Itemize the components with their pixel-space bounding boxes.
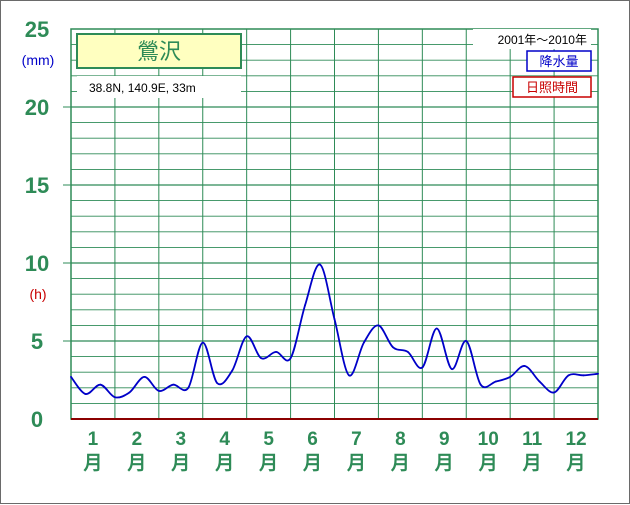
series-point	[128, 391, 131, 394]
series-point	[597, 372, 599, 375]
series-point	[392, 346, 394, 349]
month-suffix-label: 月	[258, 453, 278, 474]
y-unit-precip: (mm)	[22, 52, 55, 68]
month-suffix-label: 月	[390, 453, 410, 474]
series-point	[245, 335, 248, 338]
legend-precip-box	[526, 50, 592, 72]
series-point	[84, 393, 87, 395]
series-point	[333, 318, 336, 321]
series-point	[435, 327, 438, 330]
month-suffix-label: 月	[214, 453, 234, 474]
series-point	[465, 340, 468, 342]
series-point	[494, 380, 497, 383]
chart-title: 鶯沢	[137, 39, 181, 64]
series-point	[553, 391, 555, 394]
series-point	[304, 304, 306, 307]
series-point	[567, 374, 570, 377]
month-suffix-label: 月	[346, 453, 366, 474]
month-number-label: 5	[263, 429, 274, 450]
month-suffix-label: 月	[82, 453, 102, 474]
month-number-label: 6	[307, 429, 318, 450]
month-suffix-label: 月	[170, 453, 190, 474]
series-point	[377, 324, 380, 327]
series-point	[157, 390, 160, 392]
coords-bg	[77, 76, 241, 98]
month-number-label: 3	[176, 429, 187, 450]
series-point	[114, 396, 116, 399]
month-suffix-label: 月	[478, 453, 498, 474]
series-point	[363, 341, 365, 344]
y-tick-label: 10	[25, 251, 49, 276]
series-point	[99, 383, 102, 386]
month-suffix-label: 月	[302, 453, 322, 474]
series-point	[479, 383, 482, 386]
period-label: 2001年〜2010年	[498, 33, 587, 47]
month-number-label: 12	[565, 429, 586, 450]
series-point	[450, 368, 453, 370]
series-point	[348, 374, 350, 377]
month-suffix-label: 月	[126, 453, 146, 474]
coords-label: 38.8N, 140.9E, 33m	[89, 81, 196, 95]
y-tick-label: 20	[25, 95, 49, 120]
series-point	[201, 341, 204, 344]
month-number-label: 7	[351, 429, 362, 450]
y-tick-label: 5	[31, 329, 43, 354]
series-point	[275, 351, 277, 353]
series-point	[231, 369, 234, 372]
series-point	[260, 357, 263, 360]
legend-precip-label: 降水量	[539, 54, 578, 69]
period-bg	[473, 29, 591, 49]
x-tick-labels: 1 月 2 月 3 月 4 月 5 月 6 月 7 月 8 月 9 月 10 月 11 月 12 月	[82, 429, 586, 474]
month-number-label: 1	[88, 429, 99, 450]
series-point	[143, 375, 146, 378]
series-layer	[70, 263, 599, 399]
series-point	[538, 380, 541, 383]
month-number-label: 10	[478, 429, 499, 450]
series-point	[523, 365, 526, 367]
month-number-label: 2	[132, 429, 143, 450]
month-suffix-label: 月	[566, 453, 586, 474]
series-point	[70, 375, 72, 378]
month-number-label: 9	[439, 429, 450, 450]
series-point	[216, 382, 219, 385]
series-point	[172, 383, 175, 386]
month-suffix-label: 月	[434, 453, 454, 474]
series-point	[509, 375, 512, 378]
y-tick-label: 15	[25, 173, 49, 198]
month-number-label: 11	[522, 429, 543, 450]
y-tick-label: 25	[25, 17, 49, 42]
series-point	[319, 263, 321, 266]
series-point	[582, 374, 585, 377]
legend-sunshine-box	[512, 76, 592, 98]
y-tick-label: 0	[31, 407, 43, 432]
month-number-label: 8	[395, 429, 406, 450]
series-point	[406, 351, 409, 353]
y-tick-labels: 0 5 10 15 20 25	[25, 17, 71, 432]
series-point	[289, 357, 292, 360]
month-suffix-label: 月	[522, 453, 542, 474]
y-unit-sunshine: (h)	[29, 286, 46, 302]
title-box	[76, 33, 242, 69]
series-point	[421, 366, 424, 369]
legend-sunshine-label: 日照時間	[526, 80, 578, 95]
month-number-label: 4	[219, 429, 230, 450]
series-point	[187, 386, 190, 389]
